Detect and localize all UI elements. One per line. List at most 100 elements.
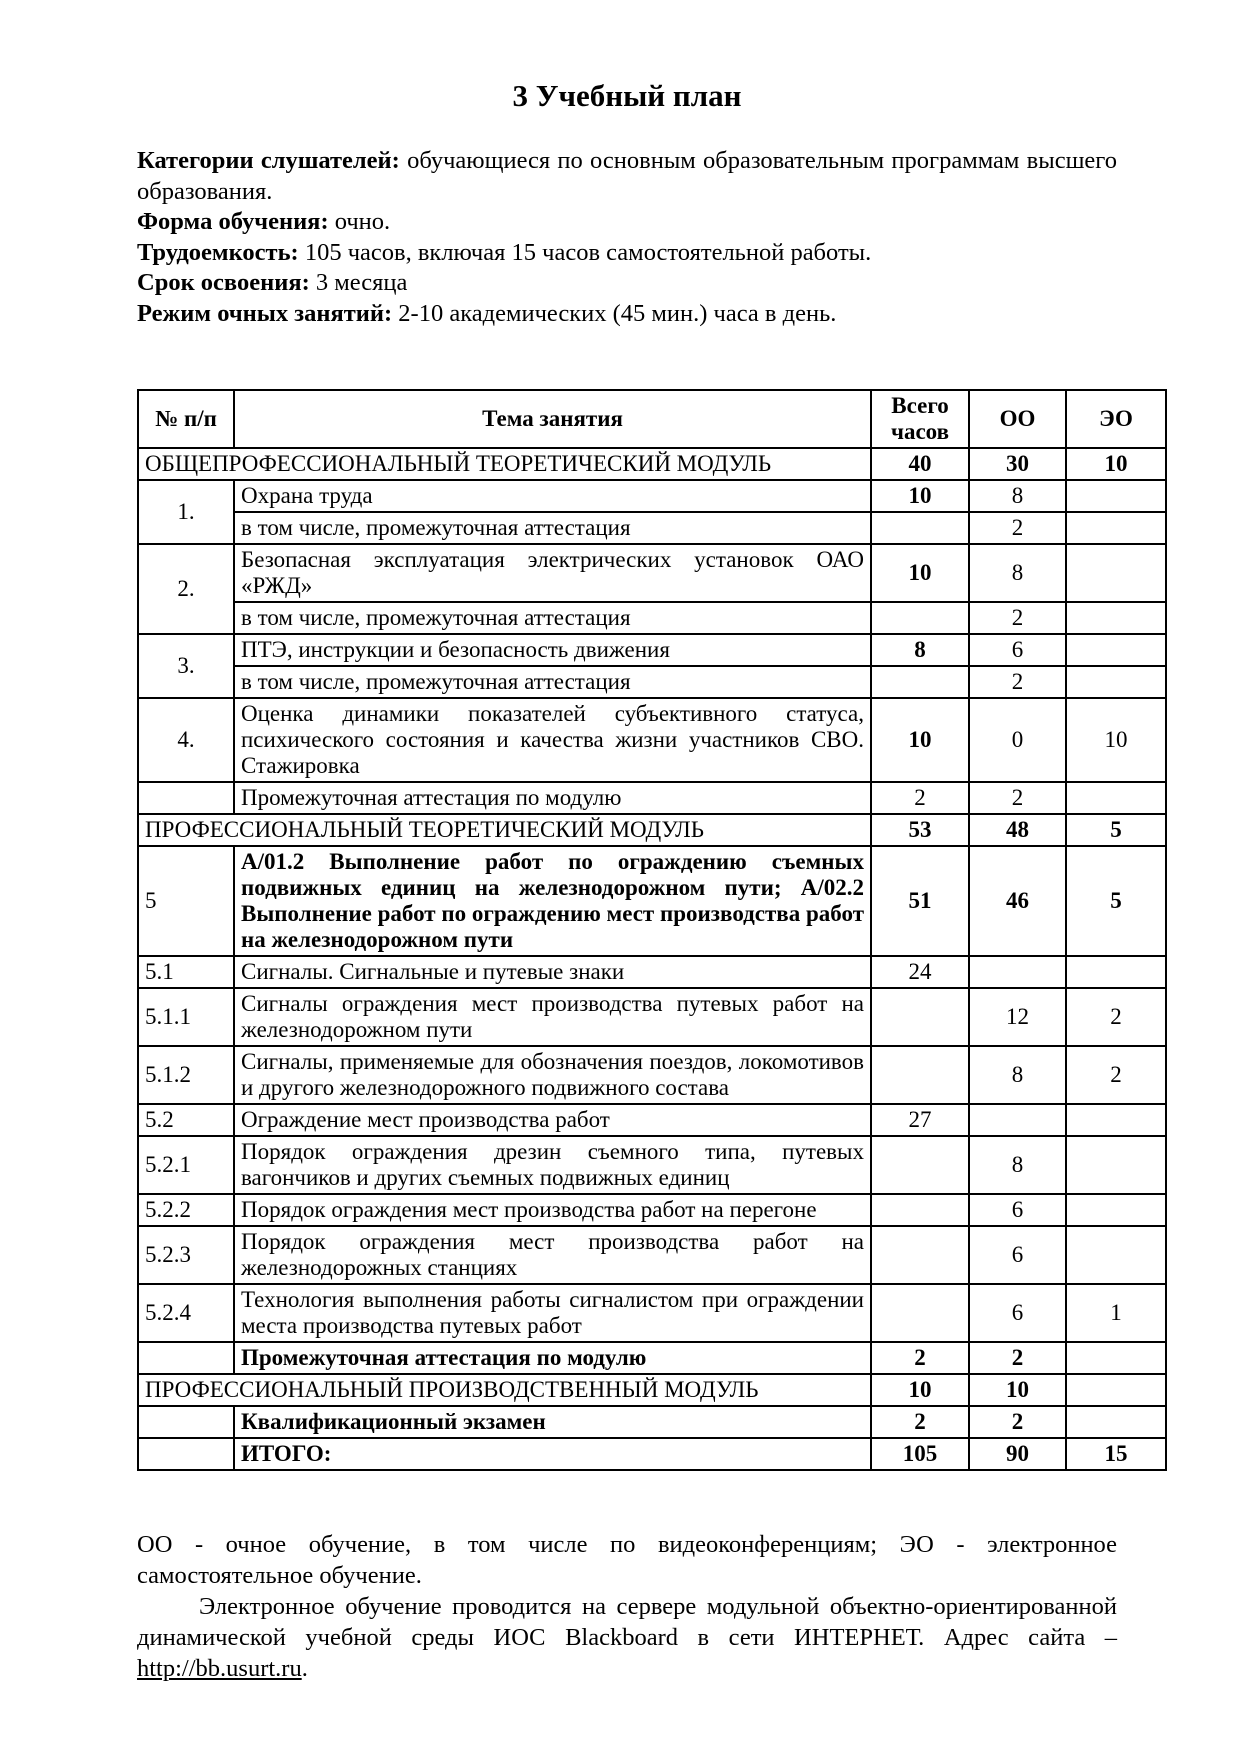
cell-num: 5.2.1	[137, 1135, 235, 1195]
cell-total: 2	[870, 781, 970, 815]
cell-oo: 6	[968, 1283, 1067, 1343]
intro-text: очно.	[334, 208, 391, 235]
cell-oo: 2	[968, 1341, 1067, 1375]
cell-eo: 5	[1065, 845, 1167, 957]
cell-num: 3.	[137, 633, 235, 699]
cell-num: 5	[137, 845, 235, 957]
site-link[interactable]: http://bb.usurt.ru	[137, 1655, 302, 1682]
cell-num: 5.2	[137, 1103, 235, 1137]
cell-num: 5.1.1	[137, 987, 235, 1047]
table-row: в том числе, промежуточная аттестация 2	[138, 601, 1167, 635]
cell-oo: 2	[968, 601, 1067, 635]
intro-label: Трудоемкость:	[137, 238, 299, 266]
cell-oo: 48	[968, 813, 1067, 847]
footnotes-section: ОО - очное обучение, в том числе по виде…	[137, 1529, 1117, 1684]
table-row: 5.1 Сигналы. Сигнальные и путевые знаки …	[137, 955, 1167, 989]
intro-label: Категории слушателей:	[137, 147, 400, 174]
cell-topic: в том числе, промежуточная аттестация	[233, 601, 872, 635]
cell-eo	[1065, 1341, 1167, 1375]
cell-num: 1.	[137, 479, 235, 545]
intro-text: 3 месяца	[315, 269, 408, 296]
cell-total: 10	[870, 697, 970, 783]
cell-eo	[1065, 955, 1167, 989]
cell-num: 5.1	[137, 955, 235, 989]
cell-topic: ПТЭ, инструкции и безопасность движения	[233, 633, 872, 667]
cell-total: 27	[870, 1103, 970, 1137]
cell-oo: 0	[968, 697, 1067, 783]
section-row: ПРОФЕССИОНАЛЬНЫЙ ПРОИЗВОДСТВЕННЫЙ МОДУЛЬ…	[137, 1373, 1167, 1407]
cell-num: 5.2.2	[137, 1193, 235, 1227]
cell-oo: 90	[968, 1437, 1067, 1471]
cell-topic: в том числе, промежуточная аттестация	[233, 511, 872, 545]
cell-oo: 6	[968, 1225, 1067, 1285]
cell-section-title: ПРОФЕССИОНАЛЬНЫЙ ТЕОРЕТИЧЕСКИЙ МОДУЛЬ	[137, 813, 872, 847]
table-row: Промежуточная аттестация по модулю 2 2	[137, 781, 1167, 815]
cell-total: 24	[870, 955, 970, 989]
intro-paragraph-form: Форма обучения: очно.	[137, 207, 1117, 238]
intro-paragraph-workload: Трудоемкость: 105 часов, включая 15 часо…	[137, 238, 1117, 269]
cell-num: 5.1.2	[137, 1045, 235, 1105]
table-row: 5.2.4 Технология выполнения работы сигна…	[137, 1283, 1167, 1343]
cell-num	[137, 1341, 235, 1375]
cell-oo: 30	[968, 447, 1067, 481]
footnote-abbreviations: ОО - очное обучение, в том числе по виде…	[137, 1531, 1117, 1589]
cell-total	[870, 1135, 970, 1195]
cell-eo	[1065, 1193, 1167, 1227]
cell-total: 105	[870, 1437, 970, 1471]
cell-total: 2	[870, 1405, 970, 1439]
header-topic: Тема занятия	[233, 389, 872, 449]
cell-topic: Порядок ограждения дрезин съемного типа,…	[233, 1135, 872, 1195]
cell-topic: Ограждение мест производства работ	[233, 1103, 872, 1137]
cell-eo	[1065, 665, 1167, 699]
table-header-row: № п/п Тема занятия Всего часов ОО ЭО	[137, 389, 1167, 449]
footnote-elearning-text: Электронное обучение проводится на серве…	[137, 1593, 1117, 1651]
table-row: Промежуточная аттестация по модулю 2 2	[137, 1341, 1167, 1375]
cell-total: 53	[870, 813, 970, 847]
cell-eo	[1065, 633, 1167, 667]
cell-eo: 2	[1065, 987, 1167, 1047]
cell-num: 2.	[137, 543, 235, 635]
cell-oo: 8	[968, 543, 1067, 603]
cell-eo: 10	[1065, 447, 1167, 481]
cell-total	[870, 601, 970, 635]
cell-total: 40	[870, 447, 970, 481]
cell-oo: 10	[968, 1373, 1067, 1407]
header-eo: ЭО	[1065, 389, 1167, 449]
cell-oo: 2	[968, 781, 1067, 815]
cell-topic: Безопасная эксплуатация электрических ус…	[233, 543, 872, 603]
cell-eo	[1065, 479, 1167, 513]
cell-eo	[1065, 1225, 1167, 1285]
cell-topic: Оценка динамики показателей субъективног…	[233, 697, 872, 783]
cell-eo: 15	[1065, 1437, 1167, 1471]
intro-label: Режим очных занятий:	[137, 299, 393, 327]
table-row: 5.1.1 Сигналы ограждения мест производст…	[137, 987, 1167, 1047]
table-row: 5.2.2 Порядок ограждения мест производст…	[137, 1193, 1167, 1227]
header-num: № п/п	[137, 389, 235, 449]
cell-total: 10	[870, 543, 970, 603]
table-row: в том числе, промежуточная аттестация 2	[138, 511, 1167, 545]
cell-total: 10	[870, 479, 970, 513]
cell-section-title: ОБЩЕПРОФЕССИОНАЛЬНЫЙ ТЕОРЕТИЧЕСКИЙ МОДУЛ…	[137, 447, 872, 481]
cell-oo: 8	[968, 1045, 1067, 1105]
cell-total	[870, 1193, 970, 1227]
cell-eo: 10	[1065, 697, 1167, 783]
cell-eo	[1065, 1405, 1167, 1439]
table-row: 5 А/01.2 Выполнение работ по ограждению …	[137, 845, 1167, 957]
cell-topic: Сигналы ограждения мест производства пут…	[233, 987, 872, 1047]
cell-total	[870, 665, 970, 699]
cell-oo	[968, 955, 1067, 989]
cell-num	[137, 781, 235, 815]
cell-topic: ИТОГО:	[233, 1437, 872, 1471]
cell-oo: 46	[968, 845, 1067, 957]
intro-label: Форма обучения:	[137, 208, 329, 235]
cell-oo	[968, 1103, 1067, 1137]
intro-section: Категории слушателей: обучающиеся по осн…	[137, 146, 1117, 329]
cell-total: 51	[870, 845, 970, 957]
intro-text: 105 часов, включая 15 часов самостоятель…	[304, 238, 872, 266]
cell-eo	[1065, 511, 1167, 545]
cell-total	[870, 1283, 970, 1343]
cell-oo: 8	[968, 1135, 1067, 1195]
cell-eo	[1065, 781, 1167, 815]
cell-eo: 2	[1065, 1045, 1167, 1105]
